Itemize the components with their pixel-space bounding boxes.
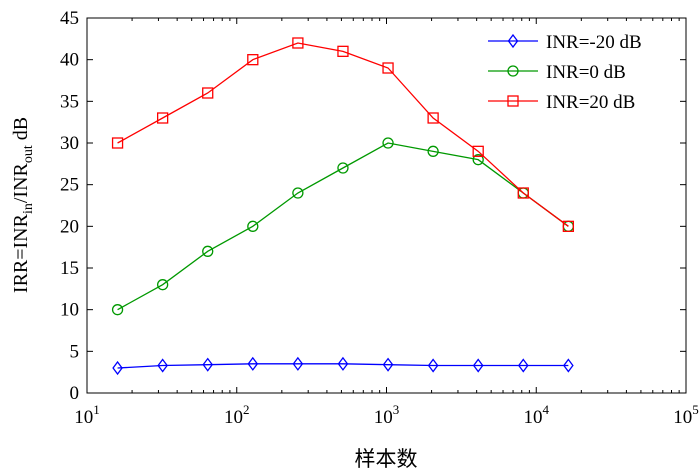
x-tick-base: 10 [374, 407, 393, 428]
data-point [472, 358, 484, 373]
data-point [156, 279, 169, 291]
legend-label: INR=20 dB [546, 92, 635, 113]
series-line [117, 363, 569, 369]
x-tick-exponent: 4 [543, 402, 550, 417]
data-point [427, 112, 439, 124]
data-point [292, 356, 304, 371]
x-axis: 101 102 103 104 105 [74, 18, 699, 428]
y-tick-label: 45 [60, 8, 79, 29]
x-tick-base: 10 [224, 407, 243, 428]
legend-label: INR=-20 dB [546, 32, 642, 53]
x-tick-exponent: 3 [393, 402, 400, 417]
x-tick-exponent: 2 [243, 402, 250, 417]
legend: INR=-20 dB INR=0 dB INR=20 dB [488, 32, 642, 113]
data-point [337, 162, 349, 174]
data-point [427, 145, 439, 157]
data-point [562, 220, 575, 232]
legend-item: INR=20 dB [488, 92, 635, 113]
legend-label: INR=0 dB [546, 62, 626, 83]
data-point [337, 356, 349, 371]
series-line [117, 142, 569, 311]
x-tick-exponent: 5 [692, 402, 699, 417]
legend-marker [507, 95, 519, 107]
series-3 [111, 37, 575, 232]
y-tick-label: 40 [60, 50, 79, 71]
x-tick-base: 10 [524, 407, 543, 428]
data-point [156, 112, 169, 124]
data-point [247, 54, 259, 66]
y-label-base: IRR=INR [10, 213, 32, 293]
legend-item: INR=0 dB [488, 62, 626, 83]
data-point [111, 137, 124, 149]
x-tick-base: 10 [74, 407, 93, 428]
data-point [472, 145, 484, 157]
series-2 [111, 137, 575, 316]
data-point [247, 220, 259, 232]
x-tick-exponent: 1 [93, 402, 100, 417]
data-point [202, 245, 214, 257]
x-tick-label: 102 [224, 402, 250, 428]
y-tick-label: 20 [60, 216, 79, 237]
x-tick-label: 105 [673, 402, 699, 428]
data-point [472, 154, 484, 166]
series-1 [112, 356, 574, 376]
series-line [117, 42, 569, 227]
series-layer [111, 37, 575, 376]
y-tick-label: 10 [60, 300, 79, 321]
data-point [337, 45, 349, 57]
y-tick-label: 30 [60, 133, 79, 154]
y-label-sub-in: in [21, 203, 36, 214]
x-tick-label: 101 [74, 402, 100, 428]
y-tick-label: 35 [60, 91, 79, 112]
x-axis-label: 样本数 [355, 447, 418, 471]
data-point [202, 87, 214, 99]
legend-marker [507, 33, 519, 49]
data-point [292, 187, 304, 199]
y-tick-label: 0 [70, 383, 80, 404]
legend-marker [507, 65, 519, 77]
data-point [517, 358, 529, 373]
y-axis: 0 5 10 15 20 25 30 35 40 45 [60, 8, 686, 404]
y-tick-label: 5 [70, 341, 80, 362]
y-tick-label: 15 [60, 258, 79, 279]
x-tick-label: 104 [524, 402, 550, 428]
data-point [202, 357, 214, 372]
data-point [111, 304, 124, 316]
data-point [382, 357, 394, 372]
data-point [112, 360, 123, 376]
data-point [517, 187, 529, 199]
y-label-sub-out: out [21, 145, 36, 163]
data-point [382, 62, 394, 74]
data-point [427, 358, 439, 373]
data-point [292, 37, 304, 49]
x-tick-label: 103 [374, 402, 400, 428]
data-point [247, 356, 259, 371]
y-tick-label: 25 [60, 175, 79, 196]
y-label-unit: dB [10, 117, 32, 145]
data-point [563, 358, 574, 373]
data-point [382, 137, 394, 149]
data-point [157, 358, 168, 373]
legend-item: INR=-20 dB [488, 32, 642, 53]
y-axis-label: IRR=INRin/INRout dB [10, 117, 36, 293]
x-tick-base: 10 [673, 407, 692, 428]
y-label-mid: /INR [10, 162, 32, 203]
